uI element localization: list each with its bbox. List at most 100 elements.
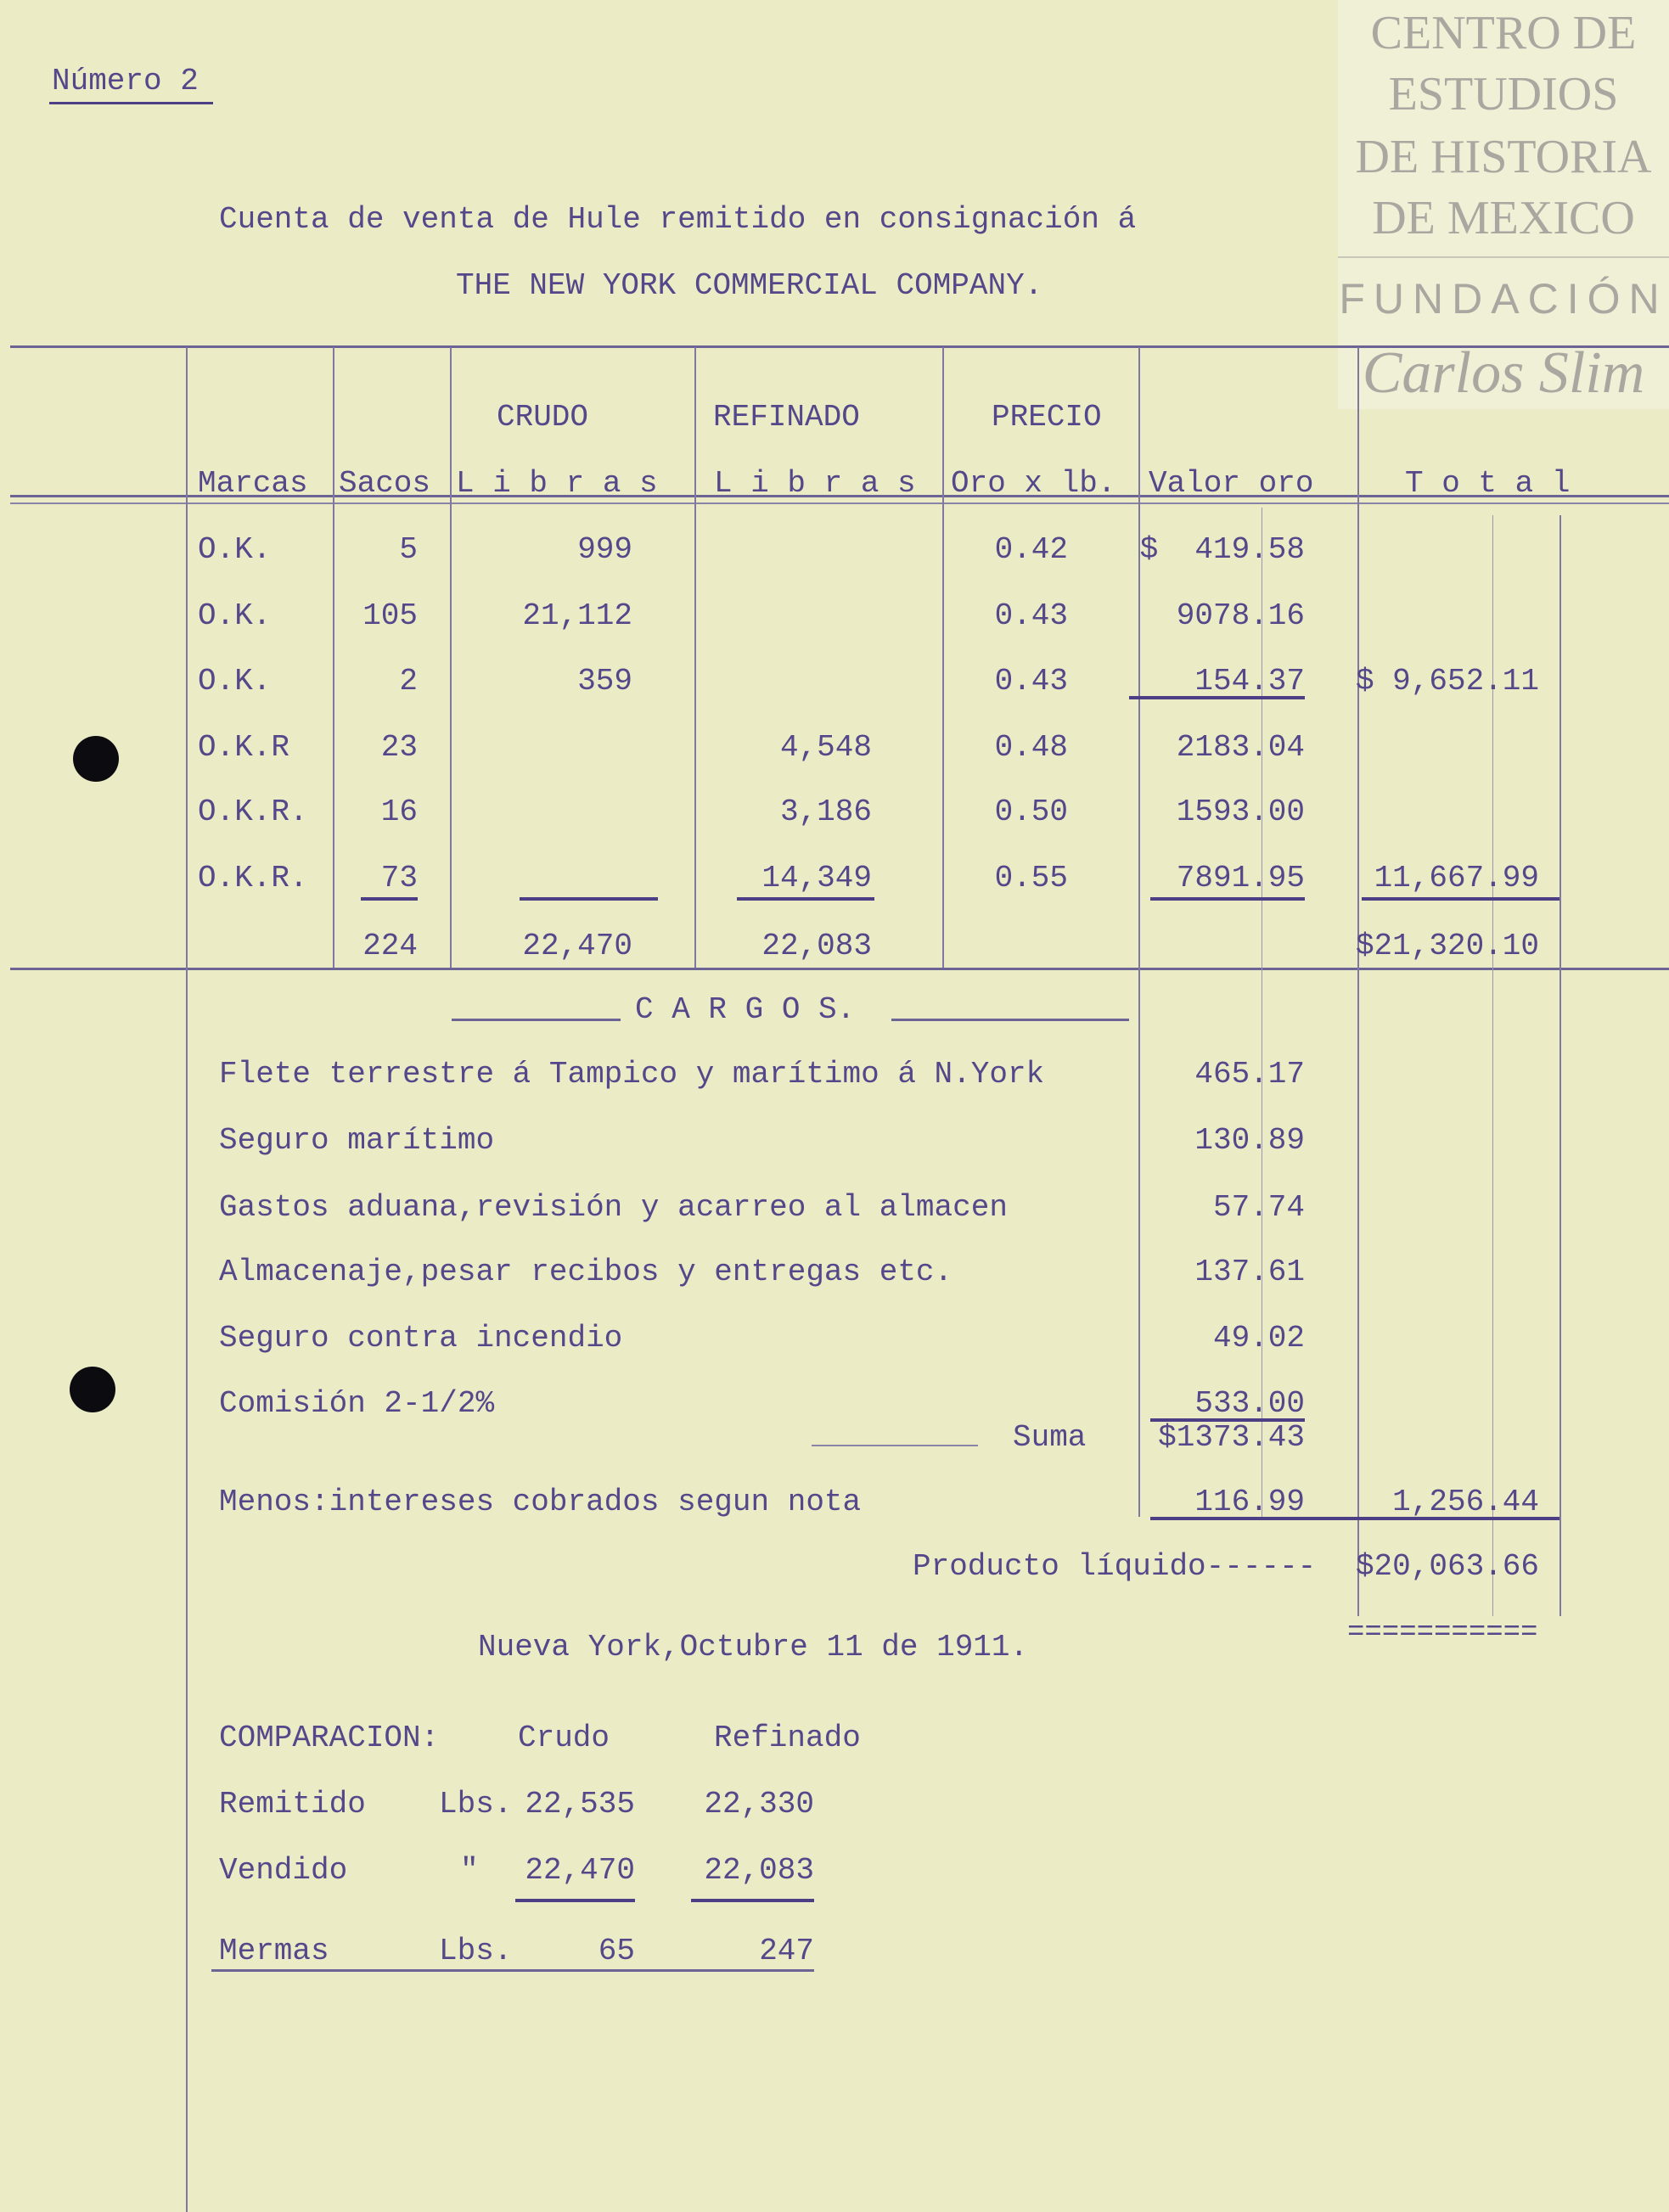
header-valor-oro: Valor oro bbox=[1149, 466, 1314, 501]
net-cargos: 1,256.44 bbox=[1392, 1485, 1539, 1519]
cargos-rule-left bbox=[452, 1019, 621, 1021]
cell-valor: $ 419.58 bbox=[1139, 532, 1305, 567]
watermark-line: ESTUDIOS bbox=[1388, 68, 1619, 121]
row-crudo: 65 bbox=[598, 1934, 635, 1968]
margin-line bbox=[186, 347, 188, 2212]
cell-marca: O.K. bbox=[198, 664, 272, 699]
cell-sacos: 5 bbox=[399, 532, 418, 567]
producto-liquido: $20,063.66 bbox=[1355, 1549, 1539, 1584]
charge-label: Almacenaje,pesar recibos y entregas etc. bbox=[219, 1255, 953, 1289]
total-crudo: 22,470 bbox=[522, 929, 632, 963]
charge-label: Gastos aduana,revisión y acarreo al alma… bbox=[219, 1190, 1008, 1225]
table-top-rule bbox=[10, 345, 1669, 348]
double-rule: =========== bbox=[1347, 1617, 1538, 1649]
table-bottom-rule bbox=[10, 968, 1669, 970]
header-precio: PRECIO bbox=[992, 400, 1102, 435]
menos-label: Menos:intereses cobrados segun nota bbox=[219, 1485, 862, 1519]
column-line bbox=[942, 347, 944, 968]
cell-total: 11,667.99 bbox=[1374, 861, 1539, 895]
page-number-underline bbox=[49, 102, 213, 104]
header-rule bbox=[10, 495, 1669, 497]
cell-sacos: 73 bbox=[380, 861, 418, 895]
comparacion-col-crudo: Crudo bbox=[518, 1721, 610, 1755]
cargos-heading: C A R G O S. bbox=[635, 992, 856, 1027]
column-line bbox=[333, 347, 334, 968]
cell-precio: 0.43 bbox=[994, 664, 1068, 699]
watermark-background bbox=[1338, 0, 1669, 409]
row-refinado: 22,083 bbox=[704, 1853, 814, 1888]
sum-underline bbox=[361, 897, 418, 901]
charge-amount: 57.74 bbox=[1212, 1190, 1305, 1225]
charge-amount: 130.89 bbox=[1194, 1123, 1305, 1158]
sum-underline bbox=[520, 897, 658, 901]
charge-label: Comisión 2-1/2% bbox=[219, 1386, 495, 1421]
cargos-rule-right bbox=[891, 1019, 1129, 1021]
column-line bbox=[1559, 515, 1561, 1616]
menos-underline bbox=[1150, 1517, 1559, 1520]
row-refinado: 22,330 bbox=[704, 1787, 814, 1822]
row-refinado: 247 bbox=[759, 1934, 814, 1968]
title-line-2: THE NEW YORK COMMERCIAL COMPANY. bbox=[456, 268, 1043, 303]
sum-underline bbox=[1150, 897, 1305, 901]
cell-precio: 0.42 bbox=[994, 532, 1068, 567]
header-total: T o t a l bbox=[1405, 466, 1571, 501]
cell-valor: 9078.16 bbox=[1176, 598, 1305, 633]
cell-refinado: 4,548 bbox=[779, 730, 872, 765]
header-refinado-libras: L i b r a s bbox=[714, 466, 916, 501]
cell-precio: 0.55 bbox=[994, 861, 1068, 895]
cell-crudo: 999 bbox=[577, 532, 632, 567]
watermark-line: DE MEXICO bbox=[1372, 192, 1635, 244]
cell-precio: 0.50 bbox=[994, 794, 1068, 829]
place-date: Nueva York,Octubre 11 de 1911. bbox=[478, 1630, 1029, 1665]
vendido-underline bbox=[515, 1899, 635, 1902]
menos-amount: 116.99 bbox=[1194, 1485, 1305, 1519]
cell-crudo: 359 bbox=[577, 664, 632, 699]
cell-marca: O.K.R bbox=[198, 730, 290, 765]
suma-rule bbox=[812, 1445, 978, 1446]
row-label: Vendido bbox=[219, 1853, 348, 1888]
header-crudo: CRUDO bbox=[497, 400, 589, 435]
punch-hole bbox=[70, 1367, 115, 1412]
cell-crudo: 21,112 bbox=[522, 598, 632, 633]
charge-label: Seguro marítimo bbox=[219, 1123, 495, 1158]
cell-marca: O.K. bbox=[198, 532, 272, 567]
row-label: Remitido bbox=[219, 1787, 366, 1822]
header-marcas: Marcas bbox=[198, 466, 308, 501]
cell-valor: 2183.04 bbox=[1176, 730, 1305, 765]
row-label: Mermas bbox=[219, 1934, 329, 1968]
header-refinado: REFINADO bbox=[713, 400, 860, 435]
watermark-line: FUNDACIÓN bbox=[1339, 275, 1668, 323]
header-crudo-libras: L i b r a s bbox=[456, 466, 658, 501]
mermas-underline bbox=[211, 1969, 814, 1972]
charge-amount: 465.17 bbox=[1194, 1057, 1305, 1092]
header-sacos: Sacos bbox=[339, 466, 431, 501]
suma-amount: $1373.43 bbox=[1158, 1420, 1305, 1455]
column-line bbox=[1138, 347, 1140, 1517]
header-precio-oro: Oro x lb. bbox=[951, 466, 1116, 501]
cell-sacos: 16 bbox=[380, 794, 418, 829]
comparacion-col-refinado: Refinado bbox=[714, 1721, 861, 1755]
cell-valor: 1593.00 bbox=[1176, 794, 1305, 829]
row-unit: Lbs. bbox=[439, 1934, 513, 1968]
cell-total: $ 9,652.11 bbox=[1355, 664, 1539, 699]
cell-refinado: 14,349 bbox=[761, 861, 872, 895]
watermark-line: DE HISTORIA bbox=[1355, 131, 1652, 183]
cell-precio: 0.43 bbox=[994, 598, 1068, 633]
charge-amount: 137.61 bbox=[1194, 1255, 1305, 1289]
row-unit: Lbs. bbox=[439, 1787, 513, 1822]
cell-precio: 0.48 bbox=[994, 730, 1068, 765]
row-crudo: 22,535 bbox=[525, 1787, 635, 1822]
row-unit: " bbox=[460, 1853, 479, 1888]
watermark-divider bbox=[1338, 256, 1669, 258]
cell-sacos: 2 bbox=[399, 664, 418, 699]
total-sacos: 224 bbox=[362, 929, 418, 963]
cell-valor: 154.37 bbox=[1194, 664, 1305, 699]
cell-refinado: 3,186 bbox=[779, 794, 872, 829]
subtotal-underline bbox=[1129, 696, 1305, 699]
sum-underline bbox=[1362, 897, 1559, 901]
page-number: Número 2 bbox=[52, 64, 199, 98]
cell-sacos: 105 bbox=[362, 598, 418, 633]
charge-amount: 533.00 bbox=[1194, 1386, 1305, 1421]
punch-hole bbox=[73, 736, 119, 782]
cell-marca: O.K.R. bbox=[198, 794, 308, 829]
